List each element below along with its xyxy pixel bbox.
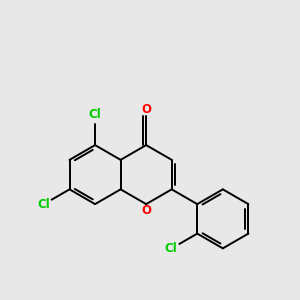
Text: Cl: Cl: [37, 198, 50, 211]
Text: O: O: [141, 204, 151, 217]
Text: Cl: Cl: [165, 242, 178, 255]
Text: O: O: [141, 103, 151, 116]
Text: Cl: Cl: [89, 108, 101, 122]
